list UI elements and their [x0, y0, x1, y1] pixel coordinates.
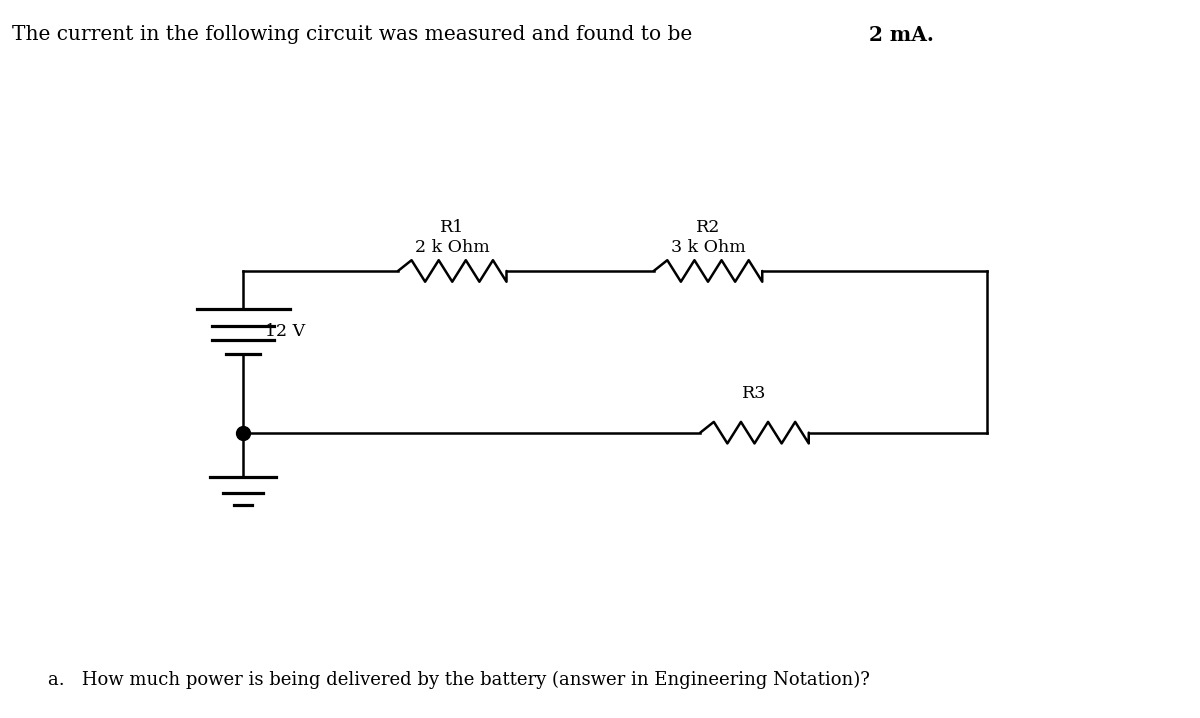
Text: 2 k Ohm: 2 k Ohm	[415, 238, 490, 256]
Text: 2 mA.: 2 mA.	[869, 25, 934, 45]
Text: a.   How much power is being delivered by the battery (answer in Engineering Not: a. How much power is being delivered by …	[48, 671, 870, 689]
Text: R3: R3	[743, 385, 767, 402]
Text: R1: R1	[440, 219, 464, 236]
Text: The current in the following circuit was measured and found to be: The current in the following circuit was…	[12, 25, 698, 44]
Text: 12 V: 12 V	[265, 322, 305, 340]
Text: R2: R2	[696, 219, 720, 236]
Text: 3 k Ohm: 3 k Ohm	[671, 238, 745, 256]
